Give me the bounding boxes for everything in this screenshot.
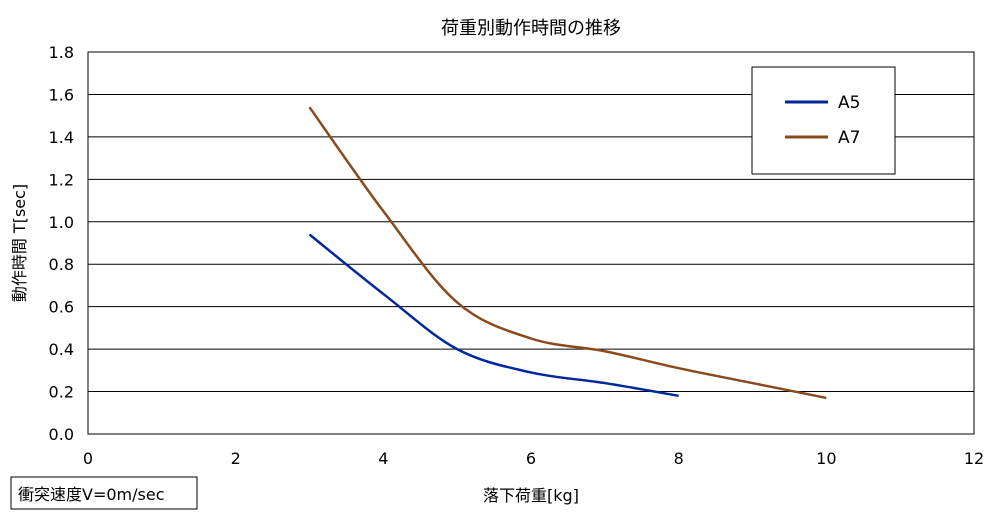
y-tick-label: 1.4 bbox=[49, 128, 74, 147]
condition-note-text: 衝突速度V=0m/sec bbox=[18, 485, 165, 504]
legend: A5 A7 bbox=[751, 66, 896, 175]
legend-items: A5 A7 bbox=[785, 93, 860, 148]
legend-label-a5: A5 bbox=[838, 93, 860, 113]
x-tick-label: 0 bbox=[83, 449, 93, 468]
condition-note: 衝突速度V=0m/sec bbox=[10, 476, 198, 510]
legend-label-a7: A7 bbox=[838, 128, 860, 148]
x-tick-label: 10 bbox=[816, 449, 836, 468]
gridlines bbox=[88, 93, 974, 393]
x-tick-label: 2 bbox=[231, 449, 241, 468]
y-tick-label: 0.8 bbox=[49, 255, 74, 274]
x-tick-label: 8 bbox=[674, 449, 684, 468]
legend-box bbox=[751, 66, 896, 175]
y-tick-label: 1.2 bbox=[49, 170, 74, 189]
y-tick-label: 0.4 bbox=[49, 340, 74, 359]
x-tick-label: 4 bbox=[378, 449, 388, 468]
y-tick-label: 0.0 bbox=[49, 425, 74, 444]
x-tick-label: 6 bbox=[526, 449, 536, 468]
y-axis-title: 動作時間 T[sec] bbox=[10, 184, 29, 302]
y-axis-ticks: 0.0 0.2 0.4 0.6 0.8 1.0 1.2 1.4 1.6 1.8 bbox=[49, 43, 74, 444]
x-tick-label: 12 bbox=[964, 449, 984, 468]
condition-note-box bbox=[10, 476, 198, 510]
y-tick-label: 0.6 bbox=[49, 298, 74, 317]
x-axis-ticks: 0 2 4 6 8 10 12 bbox=[83, 449, 984, 468]
series-line-a5 bbox=[308, 233, 679, 398]
chart-title: 荷重別動作時間の推移 bbox=[441, 18, 621, 39]
plot-area-frame bbox=[87, 51, 975, 435]
y-tick-label: 1.8 bbox=[49, 43, 74, 62]
y-tick-label: 1.6 bbox=[49, 85, 74, 104]
series-line-a7 bbox=[308, 106, 827, 400]
series-lines bbox=[308, 106, 827, 400]
y-tick-label: 0.2 bbox=[49, 383, 74, 402]
x-axis-title: 落下荷重[kg] bbox=[483, 486, 579, 505]
y-tick-label: 1.0 bbox=[49, 213, 74, 232]
